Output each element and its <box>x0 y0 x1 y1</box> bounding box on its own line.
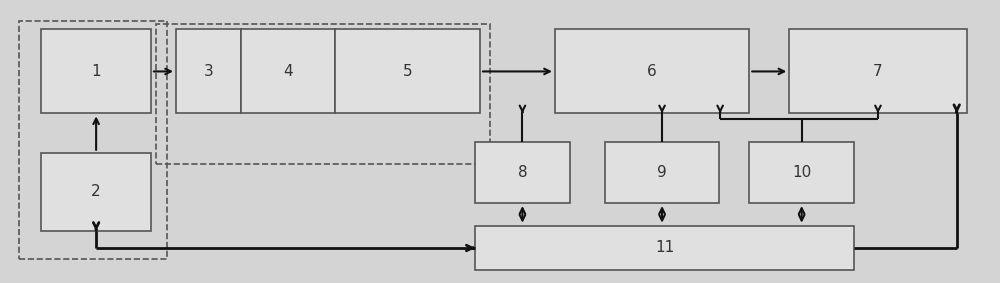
Bar <box>156 24 490 164</box>
Text: 7: 7 <box>873 64 883 79</box>
Bar <box>605 142 719 203</box>
Bar <box>475 142 570 203</box>
Bar <box>555 29 749 113</box>
Text: 2: 2 <box>91 185 101 200</box>
Bar <box>335 29 480 113</box>
Bar <box>241 29 335 113</box>
Text: 10: 10 <box>792 165 811 180</box>
Text: 11: 11 <box>655 241 674 256</box>
Bar <box>19 21 167 259</box>
Text: 8: 8 <box>518 165 527 180</box>
Bar <box>41 153 151 231</box>
Bar <box>475 226 854 270</box>
Bar <box>41 29 151 113</box>
Bar <box>176 29 241 113</box>
Bar <box>789 29 967 113</box>
Text: 1: 1 <box>91 64 101 79</box>
Text: 9: 9 <box>657 165 667 180</box>
Text: 4: 4 <box>283 64 293 79</box>
Text: 5: 5 <box>403 64 413 79</box>
Text: 3: 3 <box>203 64 213 79</box>
Text: 6: 6 <box>647 64 657 79</box>
Bar <box>749 142 854 203</box>
